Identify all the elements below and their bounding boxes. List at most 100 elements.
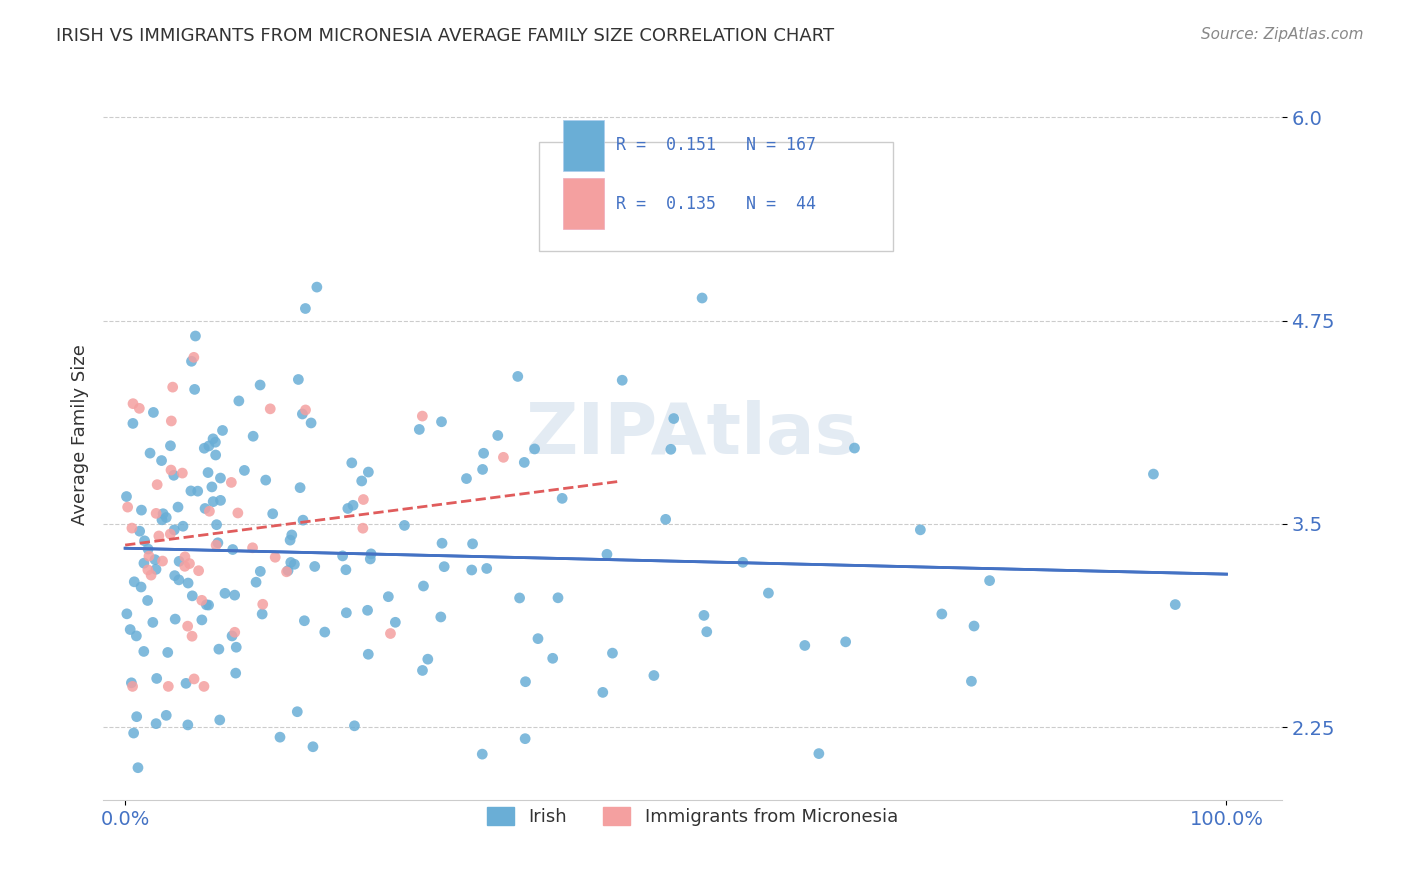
Point [299,416,322,430]
Point [136,542,159,557]
Point [654,512,676,526]
Point [433,559,456,574]
Point [150,513,173,527]
Point [221,475,243,490]
Point [148,529,170,543]
Point [156,645,179,659]
Point [342,498,364,512]
Point [596,547,619,561]
Point [643,668,665,682]
Point [283,558,305,572]
Point [377,590,399,604]
Point [412,579,434,593]
Point [172,466,194,480]
Point [208,713,231,727]
Point [143,552,166,566]
Point [197,598,219,612]
Point [209,493,232,508]
Point [690,291,713,305]
Point [492,450,515,465]
Point [472,446,495,460]
Point [285,705,308,719]
Point [291,407,314,421]
Point [201,480,224,494]
Point [159,527,181,541]
Point [224,588,246,602]
Point [509,591,531,605]
Point [430,610,453,624]
Point [177,718,200,732]
Point [471,747,494,761]
Point [963,619,986,633]
Point [183,383,205,397]
Point [281,528,304,542]
Point [120,623,142,637]
Point [352,521,374,535]
Point [602,646,624,660]
FancyBboxPatch shape [562,178,605,229]
Point [515,674,537,689]
Text: R =  0.151   N = 167: R = 0.151 N = 167 [616,136,815,154]
Point [152,554,174,568]
Point [155,510,177,524]
Point [132,556,155,570]
Point [960,674,983,689]
Point [394,518,416,533]
Point [277,564,299,578]
Point [302,739,325,754]
Point [225,640,247,655]
Point [350,474,373,488]
Point [142,405,165,419]
Point [304,559,326,574]
Point [360,547,382,561]
Point [202,432,225,446]
Point [183,351,205,365]
Point [262,507,284,521]
Point [122,397,145,411]
Point [115,607,138,621]
Point [159,439,181,453]
Point [160,463,183,477]
Point [731,555,754,569]
Point [515,731,537,746]
Point [163,468,186,483]
Point [430,536,453,550]
Point [471,462,494,476]
Point [793,639,815,653]
Point [249,565,271,579]
Point [269,730,291,744]
Point [191,613,214,627]
Point [128,401,150,416]
Point [696,624,718,639]
Point [280,556,302,570]
Point [174,676,197,690]
Point [125,629,148,643]
Point [612,373,634,387]
Point [121,521,143,535]
Point [204,448,226,462]
Point [181,589,204,603]
Point [211,424,233,438]
Point [335,606,357,620]
Point [145,507,167,521]
Point [205,538,228,552]
Point [160,414,183,428]
Point [198,504,221,518]
Point [693,608,716,623]
Point [194,501,217,516]
Point [527,632,550,646]
Point [205,517,228,532]
Point [408,422,430,436]
Point [343,719,366,733]
Point [163,523,186,537]
Point [163,568,186,582]
Point [834,635,856,649]
Point [332,549,354,563]
Point [138,549,160,563]
Point [183,672,205,686]
Point [242,429,264,443]
Text: IRISH VS IMMIGRANTS FROM MICRONESIA AVERAGE FAMILY SIZE CORRELATION CHART: IRISH VS IMMIGRANTS FROM MICRONESIA AVER… [56,27,834,45]
Point [411,409,433,423]
Point [152,507,174,521]
Point [294,403,316,417]
